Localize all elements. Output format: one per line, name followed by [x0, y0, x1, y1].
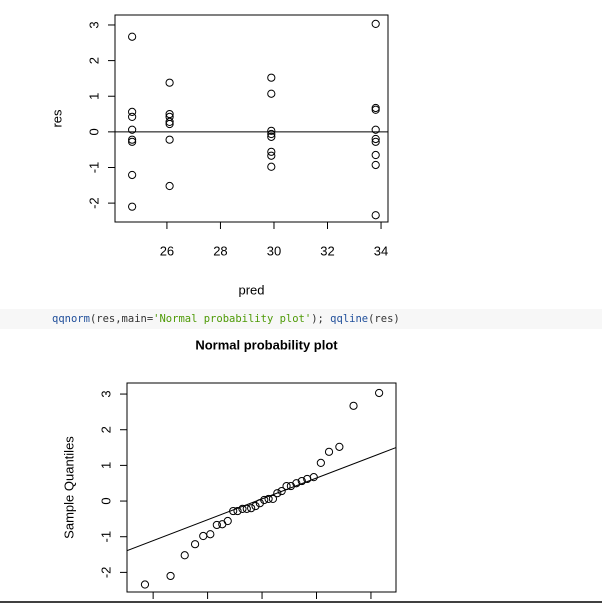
y-tick-label: -2 [98, 567, 113, 579]
point [277, 486, 286, 496]
y-axis-label: Sample Quantiles [61, 436, 76, 539]
point [190, 540, 200, 549]
point [260, 495, 269, 505]
y-axis-label: res [49, 109, 64, 128]
point [128, 137, 137, 146]
y-tick-label: 3 [98, 390, 113, 397]
point [166, 571, 175, 581]
point [165, 78, 174, 87]
y-tick-label: -2 [86, 197, 101, 209]
point [233, 506, 242, 516]
point [349, 401, 358, 410]
point [375, 388, 384, 398]
code-line: qqnorm(res,main='Normal probability plot… [52, 313, 400, 325]
point [267, 126, 276, 135]
point [128, 32, 137, 41]
point [223, 516, 232, 526]
code-token: (res,main= [90, 313, 153, 325]
y-tick-label: -1 [98, 531, 113, 543]
point [165, 135, 174, 144]
code-token: qqnorm [52, 313, 90, 325]
point [371, 211, 380, 220]
point [267, 162, 276, 171]
point [212, 520, 221, 530]
qq-line [126, 447, 397, 552]
x-tick-label: 34 [374, 243, 388, 258]
point [199, 531, 208, 541]
point [165, 117, 174, 126]
code-token: (res) [368, 313, 400, 325]
point [128, 170, 137, 180]
point [267, 89, 276, 98]
y-tick-label: 3 [86, 21, 101, 28]
chart-title: Normal probability plot [195, 337, 338, 352]
point [238, 504, 247, 513]
point [371, 105, 380, 114]
point [297, 476, 306, 486]
point [273, 489, 282, 498]
x-tick-label: 28 [213, 243, 227, 258]
point [267, 129, 276, 139]
point [309, 473, 318, 482]
point [140, 580, 150, 589]
point [206, 530, 215, 539]
point [267, 147, 276, 156]
x-tick-label: 30 [267, 243, 281, 258]
point [229, 506, 238, 516]
y-tick-label: 0 [98, 497, 113, 504]
code-token: qqline [330, 313, 368, 325]
point [282, 481, 291, 491]
point [267, 73, 276, 82]
point [247, 504, 256, 513]
point [335, 442, 344, 451]
point [128, 202, 137, 211]
point [165, 181, 174, 191]
point [316, 458, 325, 467]
point [264, 494, 273, 504]
point [128, 125, 137, 134]
y-tick-label: 0 [86, 128, 101, 135]
point [218, 520, 227, 529]
point [324, 447, 334, 456]
y-tick-label: 1 [86, 93, 101, 100]
point [371, 137, 380, 146]
x-tick-label: 26 [160, 243, 174, 258]
y-tick-label: 2 [98, 426, 113, 433]
point [242, 504, 251, 513]
point [268, 494, 278, 504]
code-token: ); [311, 313, 330, 325]
point [180, 551, 189, 560]
point [371, 134, 380, 144]
point [128, 112, 137, 121]
plot-frame [126, 382, 397, 593]
point [128, 107, 137, 117]
point [267, 151, 276, 160]
point [292, 479, 301, 488]
point [371, 103, 380, 113]
code-token: 'Normal probability plot' [153, 313, 311, 325]
point [371, 19, 380, 29]
x-axis-label: pred [238, 282, 264, 297]
point [128, 135, 137, 144]
point [371, 160, 380, 170]
y-tick-label: 1 [98, 462, 113, 469]
point [165, 109, 174, 119]
plot-frame [114, 14, 389, 223]
point [267, 132, 276, 141]
y-tick-label: -1 [86, 162, 101, 174]
point [371, 125, 380, 134]
y-tick-label: 2 [86, 57, 101, 64]
point [251, 501, 260, 511]
code-background [0, 309, 602, 329]
point [371, 150, 380, 160]
point [165, 119, 174, 129]
x-tick-label: 32 [320, 243, 334, 258]
